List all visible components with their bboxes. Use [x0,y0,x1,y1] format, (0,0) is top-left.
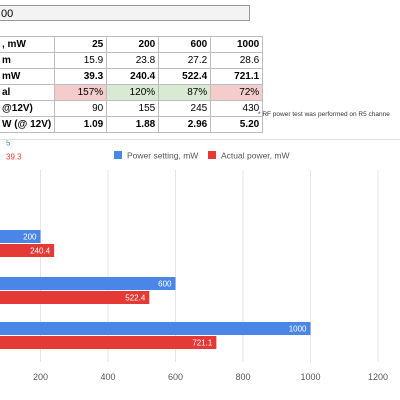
x-tick-label: 400 [100,372,115,382]
legend-swatch-actual-power [208,151,216,159]
bar-power-setting [0,277,176,290]
table-cell: 2.96 [158,116,212,133]
table-row: @12V) 90 155 245 430 [0,100,264,117]
bar-actual-power [0,336,217,349]
table-row: al 157% 120% 87% 72% [0,84,264,101]
table-cell: 27.2 [158,52,212,69]
bar-actual-power [0,244,55,257]
legend-label-actual-power: Actual power, mW [221,151,290,161]
table-cell: 522.4 [158,68,212,85]
table-cell: 157% [54,84,108,101]
table-cell: 72% [210,84,264,101]
chart-bars: 5 39.3 200 240.4 600 522.4 1000 721.1 [0,140,311,349]
bar-power-setting [0,230,41,243]
x-tick-label: 1000 [300,372,320,382]
table-cell: mW [0,68,56,85]
x-tick-label: 200 [33,372,48,382]
table-cell: 721.1 [210,68,264,85]
power-data-table: , mW 25 200 600 1000 m 15.9 23.8 27.2 28… [0,36,264,133]
x-tick-label: 1200 [368,372,388,382]
table-cell: 245 [158,100,212,117]
table-cell: 5.20 [210,116,264,133]
table-cell: 1000 [210,36,264,53]
bar-value-label: 39.3 [6,153,22,162]
table-cell: m [0,52,56,69]
table-cell: W (@ 12V) [0,116,56,133]
x-tick-label: 800 [235,372,250,382]
table-cell: @12V) [0,100,56,117]
table-header-row: , mW 25 200 600 1000 [0,36,264,53]
table-cell: 39.3 [54,68,108,85]
chart-legend: Power setting, mW Actual power, mW [114,151,290,161]
x-tick-label: 600 [168,372,183,382]
footnote: * RF power test was performed on R5 chan… [258,111,390,118]
table-cell: 430 [210,100,264,117]
bar-value-label: 5 [6,140,11,148]
bar-power-setting [0,322,311,335]
table-cell: al [0,84,56,101]
chart-x-axis: 200 400 600 800 1000 1200 [33,372,388,382]
legend-swatch-power-setting [114,151,122,159]
table-cell: , mW [0,36,56,53]
bar-value-label: 200 [23,233,37,242]
table-cell: 25 [54,36,108,53]
bar-actual-power [0,291,150,304]
bar-value-label: 522.4 [125,294,146,303]
table-cell: 23.8 [106,52,160,69]
table-row: m 15.9 23.8 27.2 28.6 [0,52,264,69]
table-cell: 155 [106,100,160,117]
table-cell: 600 [158,36,212,53]
bar-value-label: 240.4 [30,247,51,256]
table-cell: 28.6 [210,52,264,69]
sheet-title: 00 [1,8,14,20]
power-bar-chart: Power setting, mW Actual power, mW 5 39.3… [0,140,388,382]
bar-value-label: 1000 [289,325,307,334]
sheet-title-bar: 00 [0,5,250,21]
table-cell: 120% [106,84,160,101]
table-cell: 1.09 [54,116,108,133]
legend-label-power-setting: Power setting, mW [127,151,198,161]
table-cell: 15.9 [54,52,108,69]
table-row: W (@ 12V) 1.09 1.88 2.96 5.20 [0,116,264,133]
section-divider [0,139,400,140]
table-cell: 87% [158,84,212,101]
table-cell: 240.4 [106,68,160,85]
bar-value-label: 721.1 [192,339,213,348]
bar-value-label: 600 [158,280,172,289]
table-cell: 200 [106,36,160,53]
table-cell: 1.88 [106,116,160,133]
table-row: mW 39.3 240.4 522.4 721.1 [0,68,264,85]
table-cell: 90 [54,100,108,117]
